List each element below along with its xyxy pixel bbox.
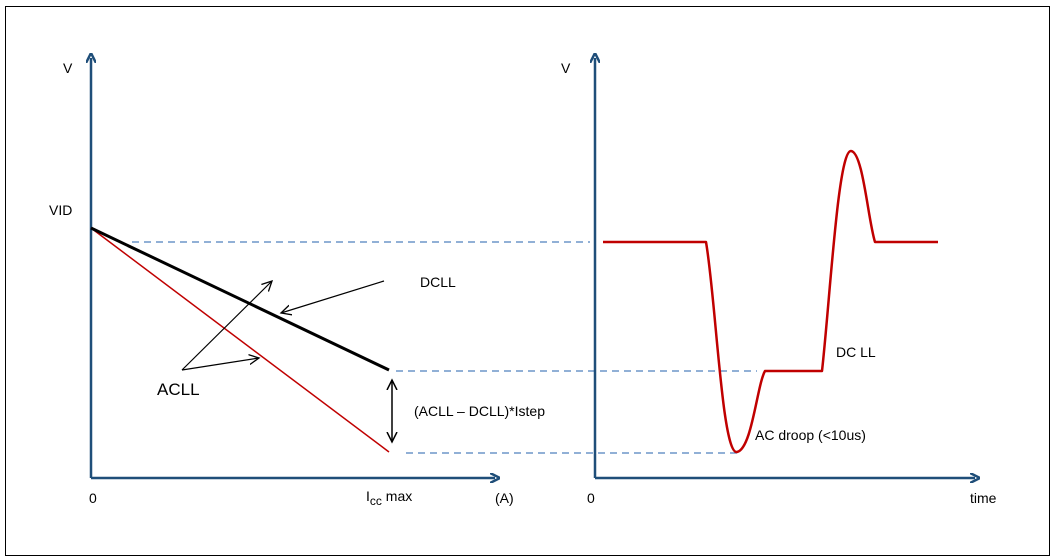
time-axis-label: time: [970, 490, 997, 506]
left-y-axis-label: V: [63, 60, 73, 76]
right-plot: V 0 time DC LL AC droop (<10us): [561, 58, 997, 506]
right-y-axis-label: V: [561, 60, 571, 76]
left-plot: V VID 0 Icc max (A) DCLL ACLL (ACLL – DC…: [49, 58, 545, 508]
acll-line: [90, 227, 390, 453]
ac-droop-label: AC droop (<10us): [755, 427, 866, 443]
dcll-line: [90, 226, 390, 372]
voltage-response-waveform: [603, 149, 938, 454]
guide-lines: [132, 241, 757, 454]
dcll-label: DCLL: [420, 274, 456, 290]
dc-ll-label: DC LL: [836, 344, 876, 360]
step-formula-label: (ACLL – DCLL)*Istep: [414, 403, 545, 419]
dcll-pointer-arrow: [281, 280, 385, 313]
acll-pointer-arrow-upper: [181, 281, 272, 371]
icc-max-label: Icc max: [366, 488, 412, 508]
right-origin-label: 0: [587, 490, 595, 506]
acll-label: ACLL: [157, 380, 200, 399]
x-axis-unit-label: (A): [495, 490, 514, 506]
figure-frame: [5, 6, 1050, 556]
left-origin-label: 0: [89, 490, 97, 506]
vid-label: VID: [49, 202, 72, 218]
acll-pointer-arrow-lower: [181, 358, 259, 371]
